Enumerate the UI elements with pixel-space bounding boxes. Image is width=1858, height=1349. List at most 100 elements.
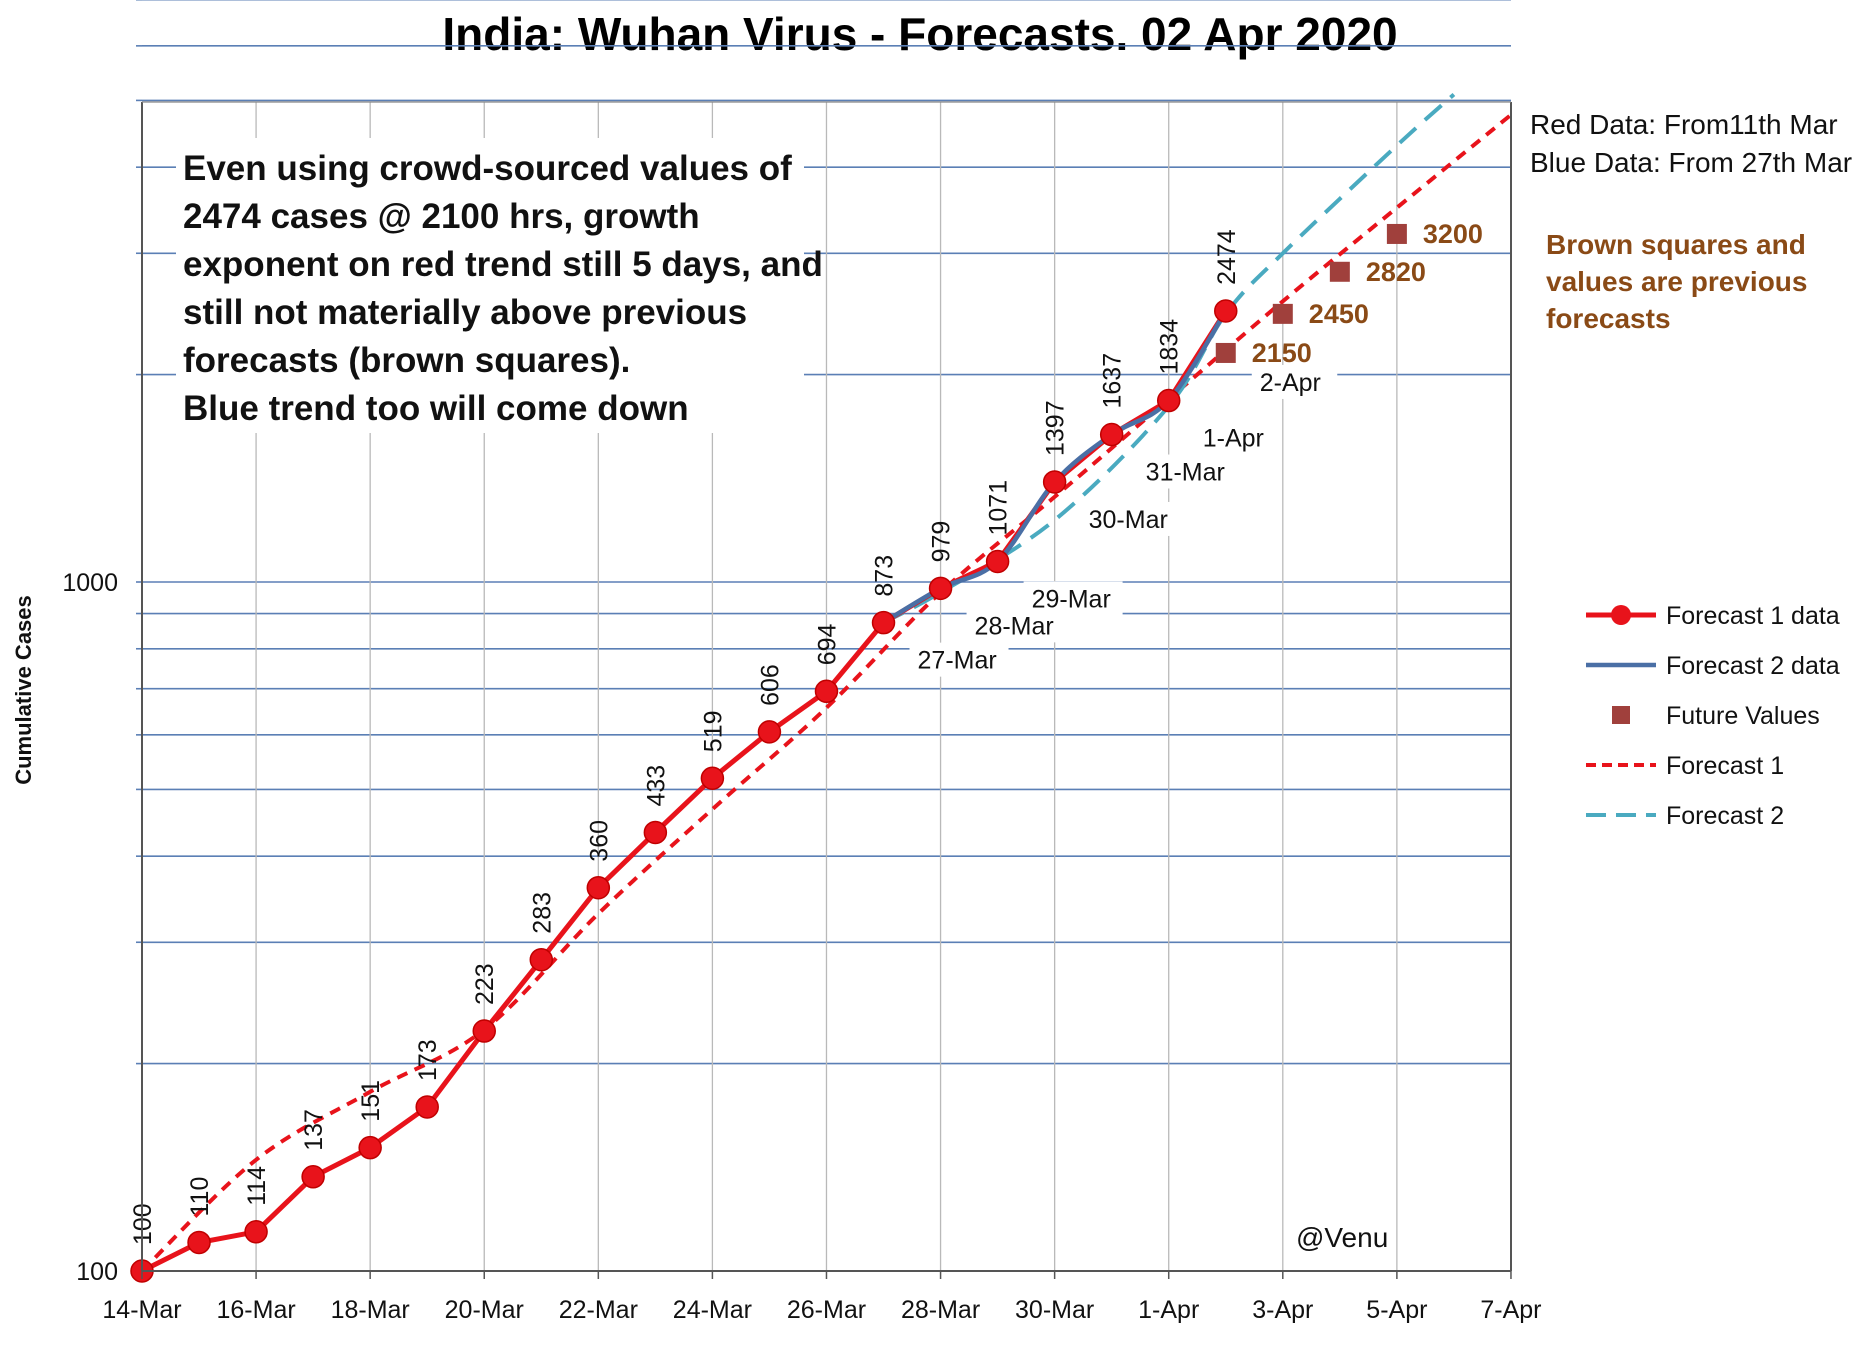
date-label-background <box>1023 581 1123 616</box>
forecast-1-data-point <box>1214 299 1238 323</box>
date-label-background <box>1194 420 1281 455</box>
x-tick-label: 20-Mar <box>445 1296 524 1324</box>
data-value-label: 694 <box>814 623 842 665</box>
red-data-note: Red Data: From11th Mar <box>1530 109 1838 140</box>
annotation-line: 2474 cases @ 2100 hrs, growth <box>183 197 700 236</box>
data-value-label: 110 <box>186 1177 214 1217</box>
forecast-1-data-point <box>1099 422 1124 447</box>
x-tick-label: 28-Mar <box>901 1296 980 1324</box>
future-value-label: 2820 <box>1366 257 1426 287</box>
forecast-1-data-point <box>1042 470 1067 494</box>
x-tick-label: 24-Mar <box>673 1296 752 1324</box>
forecast-1-data-point <box>1156 388 1181 413</box>
legend-swatch-marker <box>1611 605 1631 625</box>
brown-note-line: Brown squares and <box>1546 229 1806 260</box>
future-value-marker <box>1386 223 1407 244</box>
forecast-1-data-point <box>586 875 611 900</box>
date-annotation-label: 29-Mar <box>1032 585 1111 613</box>
forecast-1-data-point <box>301 1165 325 1189</box>
grid <box>136 0 1511 1271</box>
date-annotation-label: 28-Mar <box>975 612 1054 640</box>
legend-label: Future Values <box>1666 702 1820 730</box>
x-tick-label: 30-Mar <box>1015 1296 1094 1324</box>
forecast-1-data-point <box>244 1220 268 1244</box>
chart-title: India: Wuhan Virus - Forecasts. 02 Apr 2… <box>442 8 1397 60</box>
future-value-marker <box>1215 342 1236 363</box>
data-value-label: 433 <box>642 765 670 807</box>
x-tick-label: 22-Mar <box>559 1296 638 1324</box>
data-value-label: 137 <box>300 1109 328 1151</box>
future-value-marker <box>1329 261 1350 282</box>
legend-label: Forecast 2 data <box>1666 652 1840 680</box>
x-tick-label: 5-Apr <box>1366 1296 1427 1324</box>
forecast-1-data-point <box>415 1095 439 1119</box>
forecast-1-data-point <box>757 720 782 744</box>
annotation-line: forecasts (brown squares). <box>183 341 630 380</box>
forecast-1-data-point <box>928 576 953 601</box>
annotation-background <box>176 138 804 433</box>
y-tick-label: 1000 <box>62 569 118 597</box>
data-value-label: 283 <box>528 892 556 934</box>
data-value-label: 2474 <box>1213 229 1241 285</box>
date-annotation-label: 2-Apr <box>1260 369 1321 397</box>
annotation-box: Even using crowd-sourced values of 2474 … <box>183 149 823 428</box>
brown-note-line: values are previous <box>1546 266 1807 297</box>
data-value-label: 1834 <box>1156 319 1184 375</box>
y-tick-label: 100 <box>76 1258 118 1286</box>
data-value-label: 360 <box>585 820 613 862</box>
x-tick-label: 18-Mar <box>331 1296 410 1324</box>
x-tick-label: 14-Mar <box>102 1296 181 1324</box>
date-label-background <box>1080 501 1180 536</box>
y-axis-label: Cumulative Cases <box>11 595 36 785</box>
date-annotation-label: 1-Apr <box>1203 425 1264 453</box>
future-value-label: 2150 <box>1252 338 1312 368</box>
data-value-label: 873 <box>871 555 899 597</box>
data-series <box>130 223 1407 1283</box>
legend-label: Forecast 2 <box>1666 802 1784 830</box>
data-value-label: 606 <box>756 664 784 706</box>
forecast-1-data-point <box>700 766 725 790</box>
data-value-label: 519 <box>699 710 727 752</box>
data-value-label: 1637 <box>1099 353 1127 409</box>
date-label-background <box>909 642 1009 677</box>
forecast-1-data-point <box>472 1019 496 1043</box>
date-label-background <box>1137 454 1237 489</box>
data-value-label: 151 <box>357 1080 385 1122</box>
annotation-line: Blue trend too will come down <box>183 389 689 428</box>
date-label-background <box>1251 364 1338 399</box>
x-tick-label: 3-Apr <box>1252 1296 1313 1324</box>
axes: 100 1000 14-Mar 16-Mar 18-Mar 20-Mar 22-Mar 24-… <box>62 101 1542 1324</box>
data-value-label: 173 <box>414 1039 442 1081</box>
forecast-1-data-point <box>643 820 668 845</box>
future-value-label: 3200 <box>1423 219 1483 249</box>
data-value-label: 1071 <box>985 480 1013 536</box>
forecast-1-data-point <box>529 947 554 972</box>
data-value-label: 1397 <box>1042 400 1070 456</box>
blue-data-note: Blue Data: From 27th Mar <box>1530 147 1852 178</box>
annotation-line: exponent on red trend still 5 days, and <box>183 245 823 284</box>
forecast-1-data-point <box>871 610 896 635</box>
brown-note-line: forecasts <box>1546 303 1671 334</box>
data-value-label: 979 <box>928 521 956 563</box>
date-annotation-label: 31-Mar <box>1146 459 1225 487</box>
future-value-label: 2450 <box>1309 299 1369 329</box>
forecast-1-data-point <box>814 679 839 704</box>
legend-swatch-square <box>1612 706 1630 724</box>
legend: Forecast 1 data Forecast 2 data Future Val… <box>1586 602 1840 830</box>
annotation-line: still not materially above previous <box>183 293 747 332</box>
annotation-line: Even using crowd-sourced values of <box>183 149 792 188</box>
forecast-1-trend-line <box>140 113 1513 1273</box>
legend-label: Forecast 1 data <box>1666 602 1840 630</box>
forecast-1-data-point <box>985 549 1010 574</box>
legend-label: Forecast 1 <box>1666 752 1784 780</box>
forecast-1-data-point <box>358 1135 382 1160</box>
x-tick-label: 26-Mar <box>787 1296 866 1324</box>
future-value-marker <box>1272 303 1293 324</box>
x-tick-label: 1-Apr <box>1138 1296 1199 1324</box>
data-labels: 1001101141371511732232833604335196066948… <box>129 219 1483 1245</box>
data-value-label: 114 <box>243 1166 271 1206</box>
credit: @Venu <box>1296 1222 1388 1253</box>
forecast-1-data-point <box>187 1230 211 1255</box>
date-annotation-label: 30-Mar <box>1089 506 1168 534</box>
